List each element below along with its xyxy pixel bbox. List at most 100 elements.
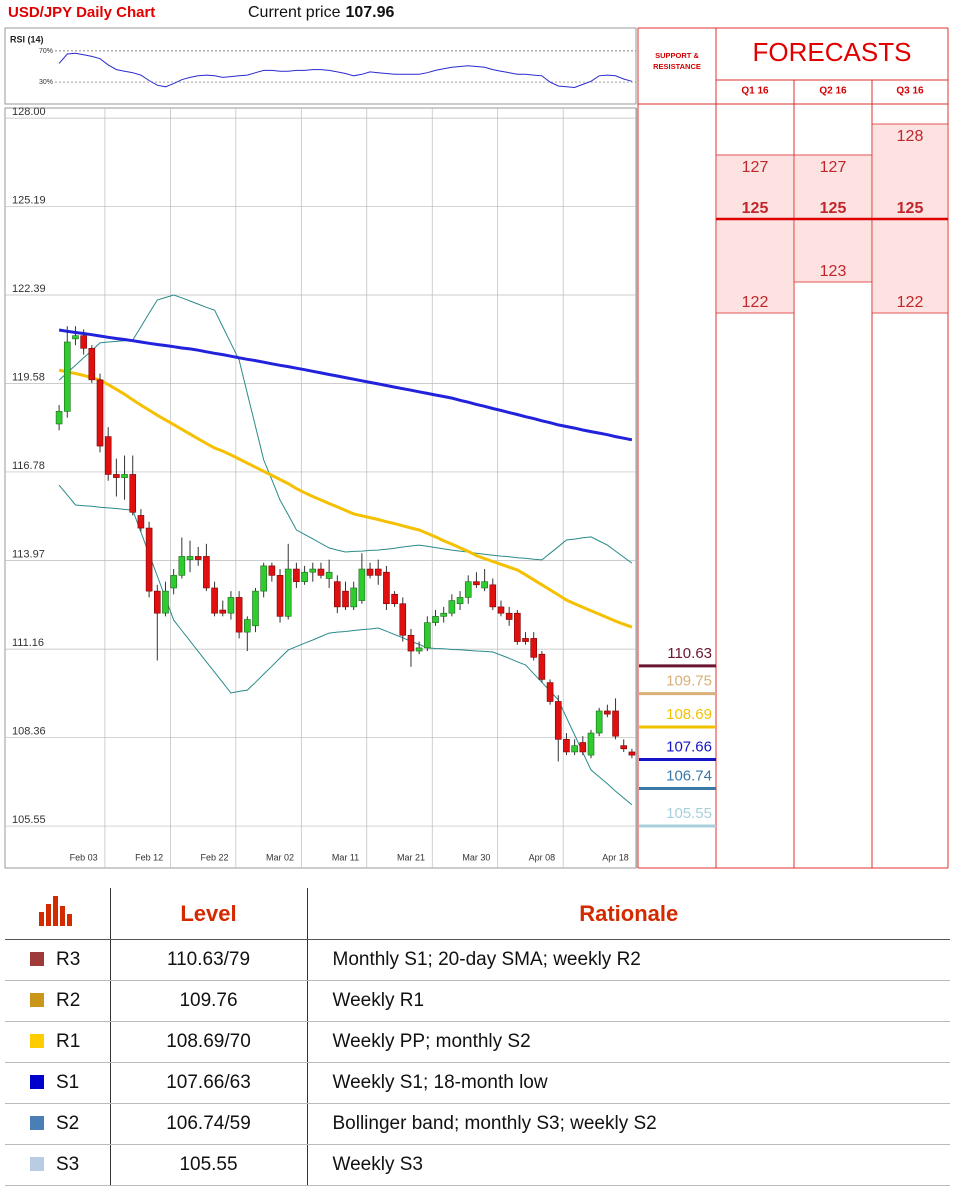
candle-body <box>325 571 333 579</box>
candle-body <box>366 568 374 576</box>
x-tick-label: Apr 08 <box>529 852 556 862</box>
candle-body <box>293 568 300 582</box>
indicator-line <box>58 368 633 629</box>
candle-body <box>137 515 145 529</box>
level-code-cell: R1 <box>5 1021 111 1063</box>
candle-body <box>113 474 120 478</box>
levels-table: Level Rationale R3 110.63/79 Monthly S1; 2… <box>5 888 950 1186</box>
candle-body <box>587 732 595 756</box>
quarter-label: Q2 16 <box>819 86 847 97</box>
indicator-line <box>58 294 633 564</box>
level-label: 106.74 <box>666 767 712 784</box>
candle-body <box>620 745 628 750</box>
candle-body <box>186 556 194 560</box>
level-value: 109.76 <box>110 980 308 1022</box>
rationale: Bollinger band; monthly S3; weekly S2 <box>307 1103 950 1145</box>
x-tick-label: Feb 12 <box>135 852 163 862</box>
swatch <box>30 1157 44 1171</box>
candle-body <box>284 568 292 617</box>
forecast-value: 122 <box>742 294 769 311</box>
candle-body <box>579 742 587 753</box>
rationale: Weekly S3 <box>307 1144 950 1186</box>
candle-body <box>571 745 578 753</box>
candle-body <box>317 568 325 576</box>
level-value: 105.55 <box>110 1144 308 1186</box>
level-value: 108.69/70 <box>110 1021 308 1063</box>
y-tick-label: 111.16 <box>12 637 44 649</box>
swatch <box>30 993 44 1007</box>
candle-body <box>489 584 497 608</box>
forecast-title: FORECASTS <box>753 37 912 67</box>
candle-body <box>505 612 513 620</box>
swatch <box>30 1075 44 1089</box>
forecast-value: 125 <box>897 200 924 217</box>
table-row: R2 109.76 Weekly R1 <box>5 980 950 1022</box>
candle-body <box>391 593 398 605</box>
candle-body <box>244 619 251 633</box>
candle-body <box>227 597 235 614</box>
level-code: S1 <box>56 1072 80 1093</box>
rationale: Monthly S1; 20-day SMA; weekly R2 <box>307 939 950 981</box>
level-label: 107.66 <box>666 738 712 755</box>
forecast-value: 128 <box>897 128 924 145</box>
level-code-cell: S1 <box>5 1062 111 1104</box>
candle-body <box>628 751 636 756</box>
column-header: Level <box>110 888 308 940</box>
candle-body <box>235 597 243 633</box>
x-tick-label: Feb 03 <box>70 852 98 862</box>
quarter-label: Q3 16 <box>896 86 924 97</box>
y-tick-label: 108.36 <box>12 725 46 737</box>
table-row: S2 106.74/59 Bollinger band; monthly S3; w… <box>5 1103 950 1145</box>
x-tick-label: Mar 02 <box>266 852 294 862</box>
level-value: 106.74/59 <box>110 1103 308 1145</box>
candle-body <box>203 556 210 589</box>
candle-body <box>497 606 505 614</box>
icon-cell <box>5 888 111 940</box>
candle-body <box>129 474 137 513</box>
x-tick-label: Feb 22 <box>201 852 229 862</box>
candle-body <box>88 347 96 381</box>
level-value: 107.66/63 <box>110 1062 308 1104</box>
candle-body <box>309 568 317 573</box>
candle-body <box>415 647 423 652</box>
level-code: R1 <box>56 1031 81 1052</box>
candle-body <box>219 609 227 614</box>
rationale: Weekly R1 <box>307 980 950 1022</box>
candle-body <box>170 575 177 589</box>
y-tick-label: 122.39 <box>12 283 46 295</box>
level-code: R3 <box>56 949 81 970</box>
candle-body <box>554 701 562 740</box>
level-code: S2 <box>56 1113 80 1134</box>
candle-body <box>342 590 349 608</box>
candle-body <box>55 411 63 425</box>
table-row: R3 110.63/79 Monthly S1; 20-day SMA; weekl… <box>5 939 950 981</box>
candle-body <box>563 739 570 753</box>
candle-body <box>481 581 488 589</box>
candle-body <box>252 590 259 627</box>
plot: 128.00 125.19 122.39 119.58 116.78 113.97 111.… <box>5 106 638 868</box>
level-code-cell: R3 <box>5 939 111 981</box>
y-tick-label: 116.78 <box>12 460 45 472</box>
x-tick-label: Mar 21 <box>397 852 425 862</box>
candle-body <box>383 571 390 605</box>
level-code-cell: S3 <box>5 1144 111 1186</box>
quarter-label: Q1 16 <box>741 86 769 97</box>
candle-body <box>530 638 538 658</box>
y-tick-label: 125.19 <box>12 195 46 207</box>
candle-body <box>456 597 464 605</box>
level-code-cell: R2 <box>5 980 111 1022</box>
forecast-value: 125 <box>820 200 847 217</box>
x-tick-label: Apr 18 <box>602 852 629 862</box>
forecast-range <box>715 154 795 314</box>
candle-body <box>301 571 308 582</box>
table-row: S1 107.66/63 Weekly S1; 18-month low <box>5 1062 950 1104</box>
current-price: Current price 107.96 <box>248 4 395 21</box>
indicator-line <box>58 484 633 806</box>
price-label: Current price <box>248 4 341 21</box>
table-row: R1 108.69/70 Weekly PP; monthly S2 <box>5 1021 950 1063</box>
candle-body <box>595 710 603 734</box>
level-code-cell: S2 <box>5 1103 111 1145</box>
forecast-value: 127 <box>742 159 769 176</box>
forecast-value: 123 <box>820 263 847 280</box>
